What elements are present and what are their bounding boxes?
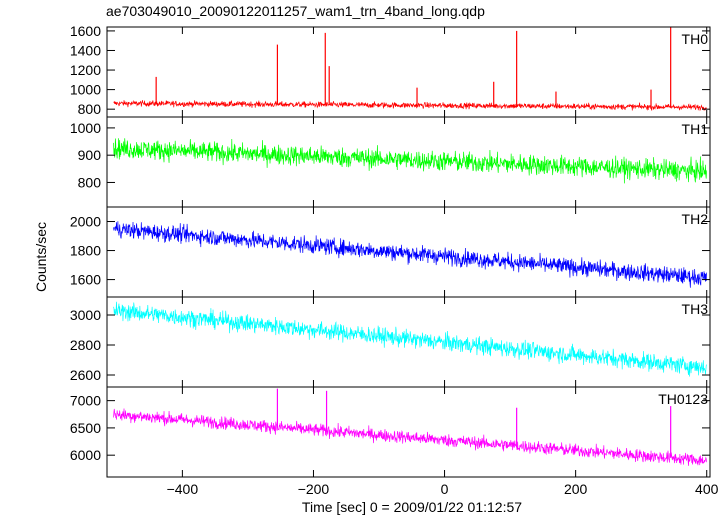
series-line-th2	[113, 221, 707, 288]
y-tick-label: 1600	[70, 23, 101, 39]
y-tick-label: 3000	[70, 307, 101, 323]
y-tick-label: 1800	[70, 243, 101, 259]
y-tick-label: 2000	[70, 214, 101, 230]
y-tick-label: 1400	[70, 42, 101, 58]
y-tick-label: 800	[78, 174, 102, 190]
y-tick-label: 1600	[70, 272, 101, 288]
panel-label-th1: TH1	[682, 121, 709, 137]
panel-label-th0123: TH0123	[658, 391, 708, 407]
y-tick-label: 1000	[70, 82, 101, 98]
x-tick-label: 0	[441, 481, 449, 497]
panel-th0: 800 1000 1200 1400 1600 TH0	[70, 23, 711, 118]
series-line-th0	[113, 100, 707, 112]
y-tick-label: 2800	[70, 337, 101, 353]
y-tick-label: 6000	[70, 447, 101, 463]
series-line-th3	[113, 301, 707, 377]
y-tick-label: 800	[78, 101, 102, 117]
panel-label-th0: TH0	[682, 31, 709, 47]
chart-title: ae703049010_20090122011257_wam1_trn_4ban…	[106, 3, 485, 19]
x-axis-label: Time [sec] 0 = 2009/01/22 01:12:57	[302, 499, 522, 515]
y-tick-label: 900	[78, 147, 102, 163]
y-axis-label: Counts/sec	[33, 222, 49, 292]
y-tick-label: 2600	[70, 367, 101, 383]
x-tick-label: −200	[298, 481, 330, 497]
x-tick-label: 200	[564, 481, 588, 497]
x-tick-label: −400	[167, 481, 199, 497]
y-tick-label: 7000	[70, 393, 101, 409]
panel-label-th3: TH3	[682, 301, 709, 317]
y-tick-label: 1200	[70, 62, 101, 78]
panel-label-th2: TH2	[682, 211, 709, 227]
panel-frame	[106, 116, 711, 208]
panel-th1: 800 900 1000 TH1	[70, 116, 711, 208]
series-line-th1	[113, 138, 707, 184]
panel-frame	[106, 386, 711, 478]
series-line-th0123	[113, 408, 707, 466]
panel-th2: 1600 1800 2000 TH2	[70, 206, 711, 298]
y-tick-label: 1000	[70, 120, 101, 136]
x-tick-label: 400	[695, 481, 719, 497]
y-tick-label: 6500	[70, 420, 101, 436]
panel-th3: 2600 2800 3000 TH3	[70, 296, 711, 388]
panel-th0123: 6000 6500 7000 TH0123	[70, 386, 711, 478]
